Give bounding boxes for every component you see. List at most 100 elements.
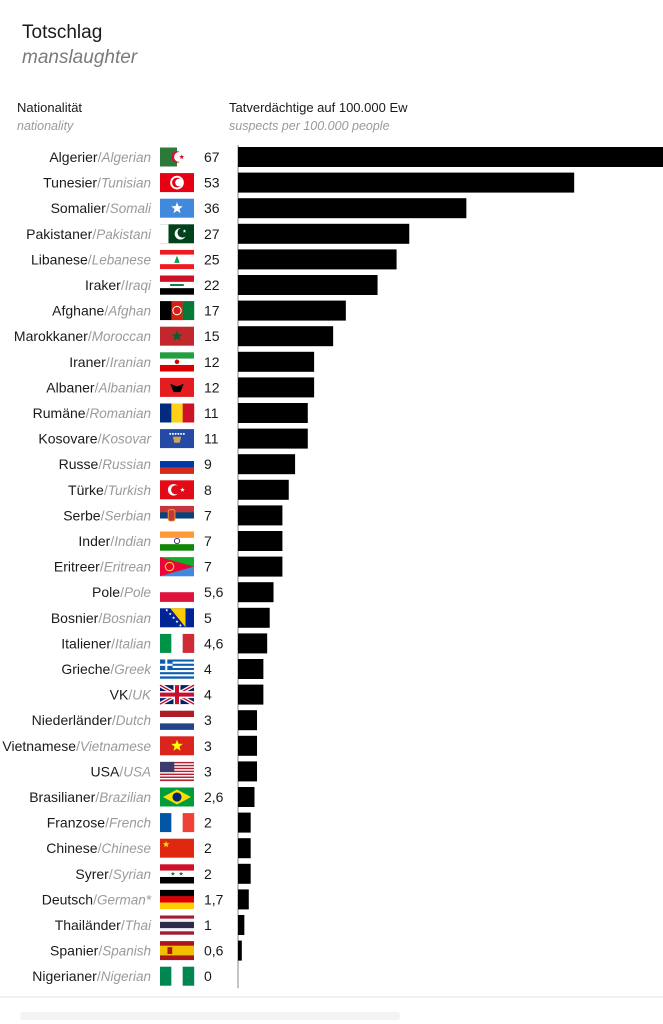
- category-label-en: Vietnamese: [80, 739, 151, 754]
- category-label-de: Kosovare: [38, 431, 97, 447]
- value-label: 0,6: [204, 943, 224, 959]
- category-label: Albaner/Albanian: [46, 379, 151, 395]
- category-label-separator: /: [97, 968, 101, 984]
- category-label: Niederländer/Dutch: [32, 712, 151, 728]
- category-label-en: Eritrean: [104, 560, 151, 575]
- category-label-de: Iraner: [69, 354, 106, 370]
- category-label-separator: /: [111, 635, 115, 651]
- category-label: Chinese/Chinese: [46, 840, 151, 856]
- category-label-en: Iranian: [110, 355, 151, 370]
- greece-flag-icon: [160, 659, 194, 679]
- category-label-en: Somali: [110, 201, 152, 216]
- category-label-en: Afghan: [107, 304, 151, 319]
- category-label-separator: /: [104, 482, 108, 498]
- bar-row: Inder/Indian 7: [78, 531, 283, 551]
- bar: [238, 633, 268, 654]
- category-label: USA/USA: [91, 763, 151, 779]
- category-label-en: Pakistani: [96, 227, 152, 242]
- category-label-separator: /: [105, 815, 109, 831]
- category-label-de: Algerier: [49, 149, 98, 165]
- value-label: 12: [204, 354, 220, 370]
- value-label: 67: [204, 149, 220, 165]
- category-label: Franzose/French: [47, 815, 151, 831]
- bar-row: Rumäne/Romanian 11: [33, 403, 308, 423]
- category-label: Italiener/Italian: [61, 635, 151, 651]
- category-label-separator: /: [110, 661, 114, 677]
- category-label-en: Serbian: [104, 508, 151, 523]
- spain-flag-icon: [160, 941, 194, 961]
- value-label: 17: [204, 303, 220, 319]
- bar-row: Vietnamese/Vietnamese 3: [2, 735, 258, 756]
- bar: [238, 505, 283, 526]
- value-label: 5: [204, 610, 212, 626]
- bar-row: Bosnier/Bosnian 5: [51, 607, 270, 628]
- category-label-en: Iraqi: [125, 278, 152, 293]
- category-label: Somalier/Somali: [51, 200, 152, 216]
- bar: [238, 607, 270, 628]
- category-label-separator: /: [93, 891, 97, 907]
- value-label: 2: [204, 866, 212, 882]
- category-label-separator: /: [98, 840, 102, 856]
- category-label: Spanier/Spanish: [50, 943, 151, 959]
- value-label: 7: [204, 559, 212, 575]
- bar-row: Albaner/Albanian 12: [46, 377, 315, 398]
- iran-flag-icon: [160, 352, 194, 372]
- bar: [238, 812, 251, 833]
- category-label-separator: /: [76, 738, 80, 754]
- category-label-separator: /: [86, 405, 90, 421]
- bar-row: Deutsch/German* 1,7: [42, 889, 249, 910]
- france-flag-icon: [160, 813, 195, 833]
- bar-row: Somalier/Somali 36: [51, 198, 467, 219]
- category-label: VK/UK: [110, 687, 152, 703]
- value-label: 11: [204, 405, 219, 421]
- category-label-de: Niederländer: [32, 712, 112, 728]
- bar: [238, 198, 467, 219]
- chart-subtitle: manslaughter: [22, 47, 138, 68]
- usa-flag-icon: [160, 761, 194, 782]
- category-label-en: Nigerian: [101, 969, 151, 984]
- category-label-en: Syrian: [113, 867, 151, 882]
- bar: [238, 659, 264, 679]
- bar: [238, 863, 251, 884]
- syria-flag-icon: [160, 864, 194, 884]
- category-label-separator: /: [106, 354, 110, 370]
- category-label-separator: /: [109, 866, 113, 882]
- category-label-en: Albanian: [97, 380, 151, 395]
- category-label-separator: /: [100, 559, 104, 575]
- romania-flag-icon: [160, 403, 195, 423]
- value-label: 11: [204, 431, 219, 447]
- bar-row: Pakistaner/Pakistani 27: [26, 223, 410, 244]
- bar-row: Chinese/Chinese 2: [46, 838, 251, 859]
- category-label-de: Franzose: [47, 815, 106, 831]
- bar: [238, 838, 251, 859]
- category-label: Nigerianer/Nigerian: [32, 968, 151, 984]
- category-label: Grieche/Greek: [61, 661, 152, 677]
- category-label-separator: /: [120, 584, 124, 600]
- thailand-flag-icon: [160, 915, 194, 935]
- category-label-en: French: [109, 816, 151, 831]
- bar-row: Franzose/French 2: [47, 812, 251, 833]
- bar: [238, 172, 575, 193]
- category-label: Eritreer/Eritrean: [54, 559, 151, 575]
- category-label-de: Deutsch: [42, 891, 93, 907]
- category-label-en: Lebanese: [92, 252, 151, 267]
- category-label-separator: /: [101, 507, 105, 523]
- kosovo-flag-icon: [160, 429, 194, 449]
- iraq-flag-icon: [160, 275, 194, 295]
- category-label-en: Turkish: [108, 483, 151, 498]
- category-label-separator: /: [92, 226, 96, 242]
- nationality-header: Nationalität: [17, 100, 83, 115]
- category-label-en: Dutch: [116, 713, 151, 728]
- value-label: 9: [204, 456, 212, 472]
- value-header-en: suspects per 100.000 people: [229, 119, 390, 133]
- bar: [238, 454, 296, 475]
- category-label-separator: /: [119, 763, 123, 779]
- category-label-en: Greek: [114, 662, 152, 677]
- category-label-separator: /: [112, 712, 116, 728]
- category-label: Pakistaner/Pakistani: [26, 226, 152, 242]
- bar-row: Afghane/Afghan 17: [52, 300, 346, 321]
- value-header: Tatverdächtige auf 100.000 Ew: [229, 100, 408, 115]
- bar-row: Eritreer/Eritrean 7: [54, 556, 283, 577]
- value-label: 4: [204, 661, 212, 677]
- category-label-separator: /: [98, 431, 102, 447]
